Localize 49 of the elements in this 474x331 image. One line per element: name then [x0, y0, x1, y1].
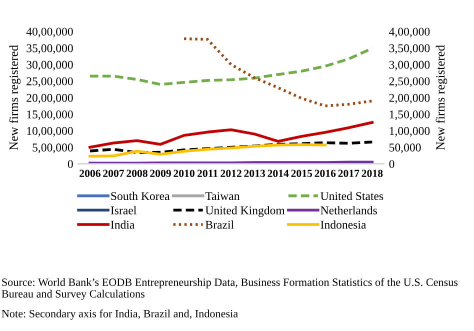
x-tick-label: 2014	[268, 170, 289, 178]
x-tick-label: 2008	[126, 170, 148, 178]
line-series	[88, 121, 374, 149]
y2-tick-label: 4,00,000	[389, 28, 430, 38]
y2-axis-title: New firms registered	[436, 45, 448, 150]
legend-label: India	[110, 220, 135, 229]
x-tick-label: 2012	[220, 170, 242, 178]
x-tick-label: 2018	[362, 170, 383, 178]
line-series	[182, 37, 374, 108]
y-axis-title: New firms registered	[9, 45, 21, 150]
legend-label: Brazil	[206, 220, 234, 229]
x-tick-label: 2013	[244, 170, 266, 178]
legend-label: Israel	[110, 206, 136, 214]
x-tick-label: 2011	[197, 170, 218, 178]
y2-tick-label: 1,00,000	[390, 126, 430, 137]
legend-label: United States	[320, 192, 384, 200]
y-tick-label: 5,00,000	[32, 144, 73, 154]
y-tick-label: 40,00,000	[26, 28, 73, 38]
line-series	[88, 143, 327, 158]
x-tick-label: 2017	[338, 170, 360, 178]
line-series	[88, 46, 374, 86]
y-tick-label: 35,00,000	[26, 44, 73, 54]
x-tick-label: 2006	[80, 170, 100, 178]
legend-label: United Kingdom	[205, 206, 285, 217]
source-note: Source: World Bank’s EODB Entrepreneurship Data, Business Formation Statistics of the U.S. Census Bureau and Survey Calculations	[2, 278, 458, 300]
y-tick-label: 25,00,000	[26, 77, 73, 88]
legend-label: Indonesia	[320, 220, 366, 229]
x-tick-label: 2007	[103, 170, 124, 178]
y-tick-label: 30,00,000	[26, 60, 73, 70]
y2-tick-label: 0	[389, 160, 394, 168]
legend-label: South Korea	[111, 192, 170, 200]
y2-tick-label: 3,50,000	[389, 44, 430, 54]
y-tick-label: 10,00,000	[27, 126, 73, 137]
y2-tick-label: 3,00,000	[389, 60, 430, 70]
text: Note: Secondary axis for India, Brazil and, Indonesia	[2, 309, 238, 320]
line-series	[88, 140, 374, 154]
x-tick-label: 2015	[291, 170, 312, 178]
legend-label: Netherlands	[320, 206, 377, 214]
x-tick-label: 2016	[314, 170, 336, 178]
y-tick-label: 20,00,000	[26, 94, 73, 104]
y-tick-label: 0	[68, 160, 73, 168]
y-tick-label: 15,00,000	[27, 110, 73, 120]
y2-tick-label: 2,00,000	[389, 94, 430, 104]
x-tick-label: 2009	[150, 170, 171, 178]
y2-tick-label: 1,50,000	[390, 110, 430, 120]
y2-tick-label: 50,000	[389, 144, 421, 154]
x-tick-label: 2010	[174, 170, 194, 178]
legend-label: Taiwan	[205, 192, 240, 200]
y2-tick-label: 2,50,000	[389, 77, 430, 88]
